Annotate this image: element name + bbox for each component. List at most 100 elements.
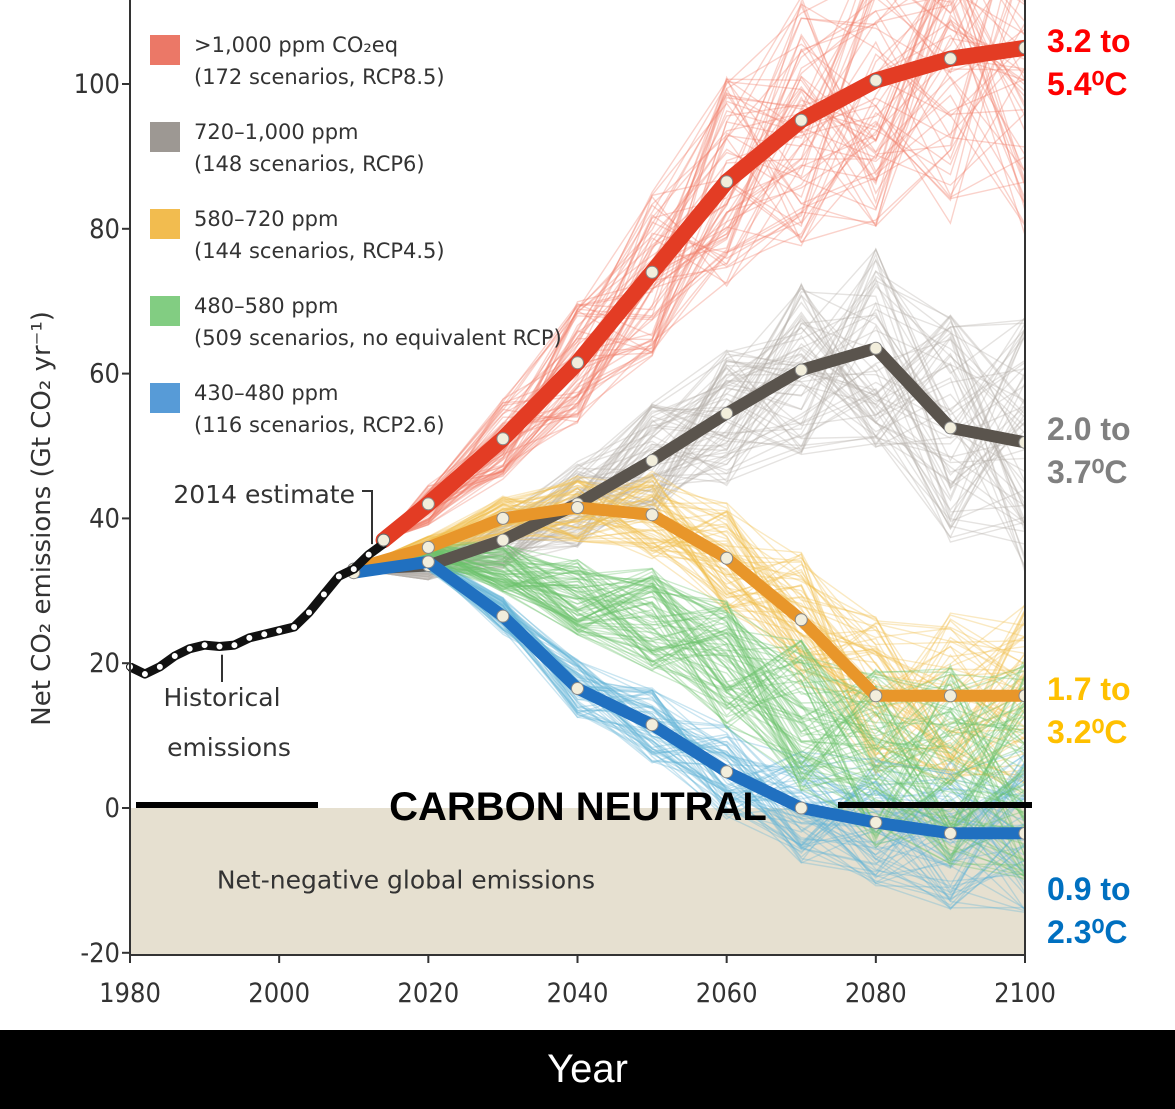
- scenario-line: [353, 537, 1025, 755]
- data-point: [720, 406, 734, 420]
- scenario-line: [383, 34, 1025, 541]
- data-point: [943, 421, 957, 435]
- scenario-line: [353, 257, 1025, 570]
- scenario-line: [353, 494, 1025, 784]
- series-line: [375, 39, 1025, 549]
- temperature-range-bottom: 3.7⁰C: [1047, 454, 1127, 490]
- data-point: [1018, 826, 1025, 840]
- scenario-line: [353, 564, 1025, 835]
- scenario-line: [353, 360, 1025, 573]
- data-point: [421, 555, 435, 569]
- scenario-line: [353, 560, 1025, 874]
- scenario-line: [383, 0, 1025, 541]
- scenario-line: [353, 329, 1025, 575]
- data-point: [869, 73, 883, 87]
- series-lines: [347, 39, 1025, 840]
- series-line: [347, 555, 1025, 840]
- data-point: [645, 718, 659, 732]
- scenario-line: [353, 314, 1025, 570]
- scenario-line: [353, 556, 1025, 825]
- x-axis-label-bar: [0, 1030, 1175, 1109]
- y-tick-label: 20: [89, 648, 120, 679]
- scenario-line: [353, 560, 1025, 828]
- x-axis-ticks: 1980 2000 2020 2040 2060 2080 2100: [99, 955, 1056, 1009]
- scenario-line: [353, 569, 1025, 846]
- scenario-line: [383, 23, 1025, 541]
- scenario-line: [383, 0, 1025, 541]
- scenario-line: [383, 0, 979, 541]
- historical-path: [128, 540, 387, 679]
- historical-point: [185, 644, 194, 653]
- scenario-line: [353, 554, 1025, 878]
- scenario-line: [353, 550, 1025, 866]
- net-negative-region: [130, 808, 1025, 955]
- scenario-line: [353, 359, 1025, 570]
- scenario-line: [353, 553, 1025, 822]
- scenario-line: [353, 564, 1025, 878]
- scenario-line: [353, 553, 1025, 768]
- historical-point: [230, 641, 239, 650]
- scenario-line: [383, 20, 1025, 541]
- scenario-line: [353, 547, 1025, 863]
- scenario-line: [353, 567, 1025, 910]
- data-point: [571, 356, 584, 370]
- data-point: [1018, 689, 1025, 703]
- scenario-line: [353, 549, 1025, 869]
- scenario-line: [353, 363, 1025, 580]
- temperature-range-bottom: 2.3⁰C: [1047, 914, 1127, 950]
- data-point: [645, 508, 659, 522]
- scenario-line: [353, 544, 1025, 806]
- temperature-range-top: 0.9 to: [1047, 871, 1131, 907]
- data-point: [645, 453, 659, 467]
- scenario-line: [383, 0, 941, 541]
- scenario-line: [353, 558, 1025, 696]
- scenario-line: [383, 112, 1025, 541]
- historical-point: [245, 633, 254, 642]
- data-point: [1018, 41, 1025, 55]
- y-axis-ticks: -20 0 20 40 60 80 100: [74, 69, 130, 969]
- temperature-labels: 3.2 to 5.4⁰C 2.0 to 3.7⁰C 1.7 to 3.2⁰C 0.9 to 2…: [1047, 23, 1131, 950]
- legend-range: 580–720 ppm: [194, 207, 338, 231]
- data-point: [496, 511, 510, 525]
- legend-detail: (509 scenarios, no equivalent RCP): [194, 326, 562, 350]
- x-tick-label: 2040: [547, 978, 609, 1009]
- x-tick-label: 1980: [99, 978, 161, 1009]
- temperature-range-bottom: 3.2⁰C: [1047, 714, 1127, 750]
- x-tick-label: 2060: [696, 978, 758, 1009]
- scenario-line: [353, 505, 1025, 785]
- scenario-line: [383, 0, 875, 541]
- scenario-bundles: [353, 0, 1025, 913]
- scenario-line: [383, 0, 1025, 541]
- data-point: [794, 801, 808, 815]
- scenario-line: [353, 348, 1025, 570]
- series-line: [347, 501, 1025, 702]
- historical-point: [364, 550, 373, 559]
- scenario-line: [353, 322, 1025, 576]
- x-tick-label: 2000: [248, 978, 310, 1009]
- scenario-line: [383, 0, 934, 541]
- scenario-line: [353, 554, 1025, 789]
- scenario-line: [353, 559, 1025, 863]
- legend-range: 430–480 ppm: [194, 381, 338, 405]
- y-tick-label: 40: [89, 503, 120, 534]
- data-point: [1018, 435, 1025, 449]
- scenario-line: [353, 544, 1025, 818]
- historical-point: [140, 670, 149, 679]
- data-point: [943, 689, 957, 703]
- scenario-line: [353, 247, 1025, 570]
- scenario-line: [353, 547, 1025, 878]
- data-point: [794, 613, 808, 627]
- y-tick-label: 80: [89, 214, 120, 245]
- legend-swatch: [150, 383, 180, 413]
- scenario-line: [353, 550, 1025, 815]
- scenario-line: [353, 557, 1025, 828]
- scenario-line: [353, 558, 1025, 849]
- scenario-line: [353, 548, 1025, 859]
- scenario-line: [353, 564, 1025, 864]
- data-point: [496, 609, 510, 623]
- scenario-line: [353, 541, 1025, 861]
- historical-label-line2: emissions: [167, 733, 291, 762]
- scenario-line: [353, 563, 1025, 830]
- scenario-line: [383, 0, 1008, 541]
- legend-swatch: [150, 209, 180, 239]
